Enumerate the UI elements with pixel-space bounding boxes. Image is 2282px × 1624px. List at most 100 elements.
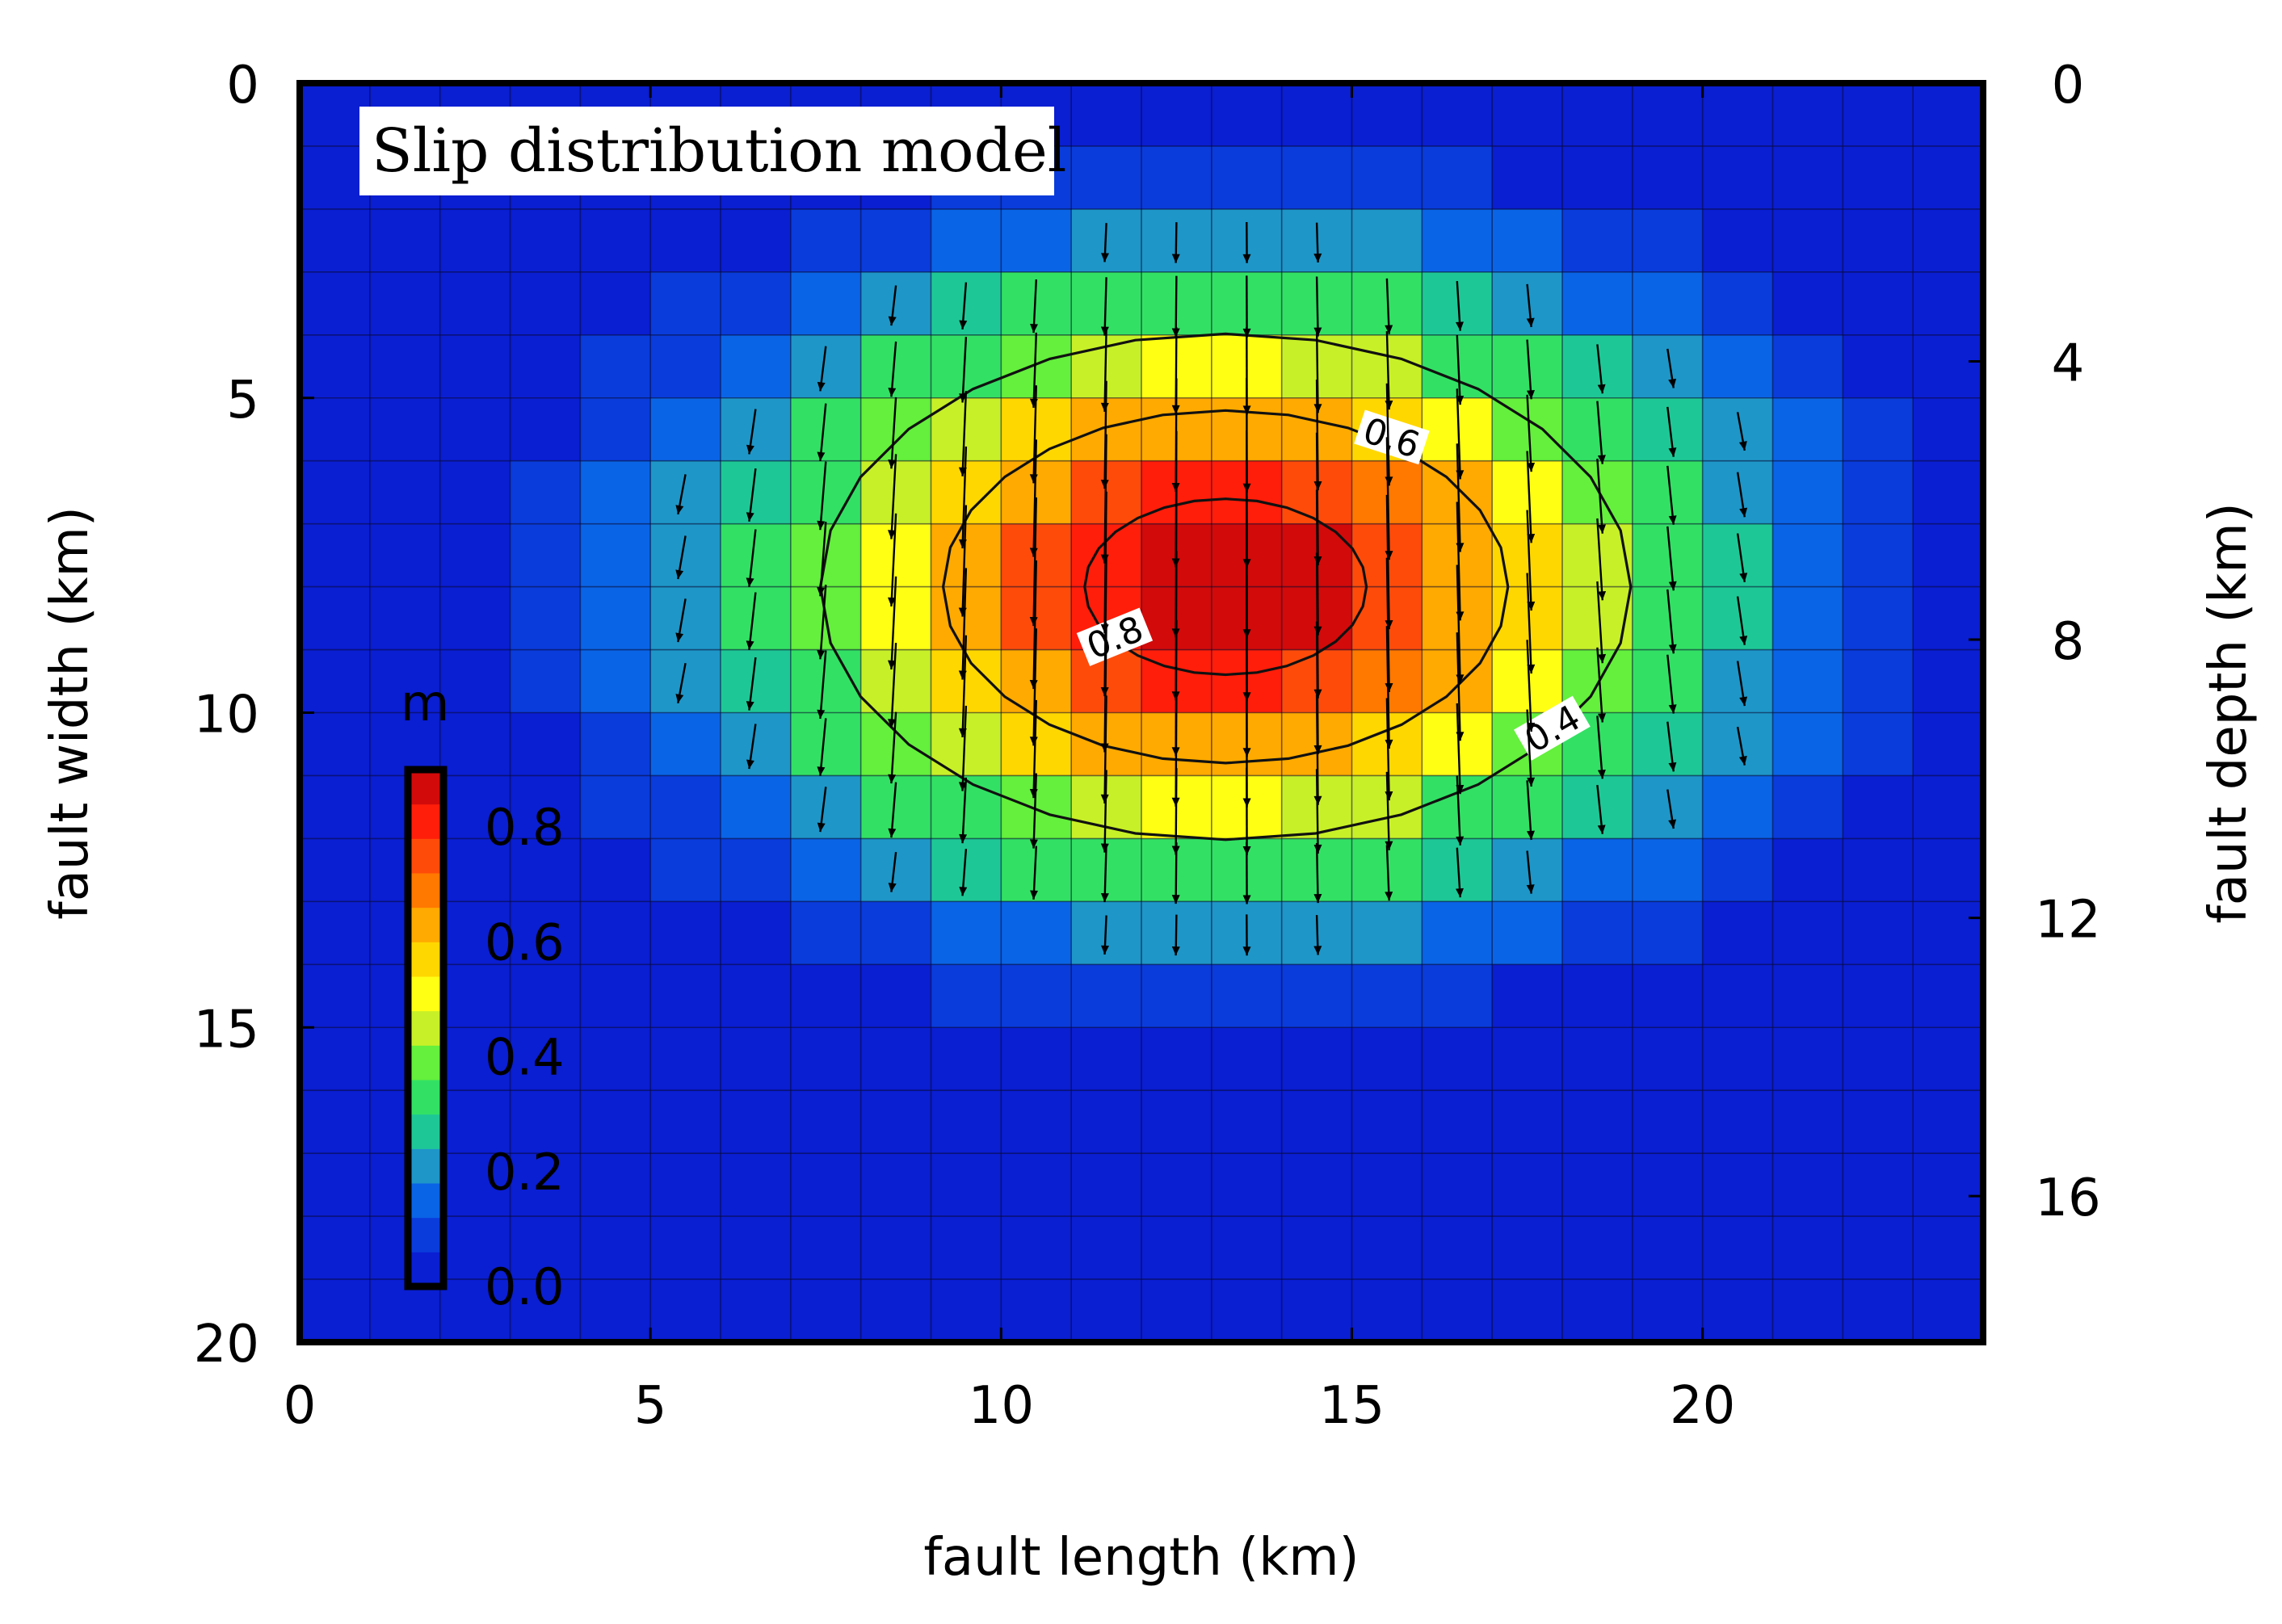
slip-cell xyxy=(1562,1153,1633,1217)
slip-cell xyxy=(650,1279,721,1343)
slip-cell xyxy=(1141,964,1212,1028)
slip-cell xyxy=(1843,1090,1914,1154)
slip-cell xyxy=(1702,460,1774,525)
slip-cell xyxy=(1843,145,1914,210)
slip-cell xyxy=(1141,83,1212,147)
slip-cell xyxy=(790,460,862,525)
slip-cell xyxy=(931,901,1002,965)
slip-cell xyxy=(439,1027,511,1091)
slip-cell xyxy=(1772,901,1843,965)
contour-label-bg xyxy=(1076,607,1154,666)
slip-cell xyxy=(860,1279,932,1343)
slip-cell xyxy=(860,964,932,1028)
slip-vector xyxy=(819,650,827,720)
slip-vector xyxy=(1385,437,1390,560)
slip-cell xyxy=(1562,1027,1633,1091)
slip-cell xyxy=(1562,271,1633,336)
slip-cell xyxy=(1843,271,1914,336)
slip-cell xyxy=(1772,964,1843,1028)
slip-cell xyxy=(439,208,511,273)
slip-cell xyxy=(1351,1027,1423,1091)
chart-title: Slip distribution model xyxy=(372,116,1066,186)
slip-cell xyxy=(1772,334,1843,399)
slip-cell xyxy=(1843,208,1914,273)
slip-vector-head xyxy=(675,694,684,703)
slip-vector xyxy=(890,782,897,838)
slip-cell xyxy=(790,1216,862,1280)
slip-cell xyxy=(860,838,932,902)
slip-cell xyxy=(1702,397,1774,462)
slip-vector xyxy=(748,657,757,711)
slip-cell xyxy=(1913,208,1984,273)
slip-cell xyxy=(1632,83,1704,147)
slip-cell xyxy=(300,523,371,588)
slip-cell xyxy=(650,523,721,588)
slip-cell xyxy=(300,964,371,1028)
slip-vector xyxy=(1315,276,1319,337)
slip-cell xyxy=(300,1153,371,1217)
slip-vector-head xyxy=(1385,325,1393,334)
x-tick-label: 15 xyxy=(1319,1376,1385,1436)
slip-cell xyxy=(860,901,932,965)
slip-cell xyxy=(439,334,511,399)
slip-cell xyxy=(1772,1153,1843,1217)
slip-cell xyxy=(1351,901,1423,965)
slip-vector xyxy=(1032,385,1037,484)
slip-cell xyxy=(300,208,371,273)
right-y-axis-label: fault depth (km) xyxy=(2199,502,2259,924)
slip-cell xyxy=(300,271,371,336)
slip-cell xyxy=(1492,271,1563,336)
slip-cell xyxy=(1351,1279,1423,1343)
slip-vector xyxy=(1385,494,1390,630)
slip-cell xyxy=(510,460,581,525)
slip-cell xyxy=(721,838,792,902)
slip-cell xyxy=(580,271,651,336)
colorbar-tick-label: 0.0 xyxy=(485,1257,565,1316)
slip-cell xyxy=(1141,1216,1212,1280)
contour-line xyxy=(1083,497,1368,677)
slip-cell xyxy=(1772,145,1843,210)
colorbar-block xyxy=(408,976,443,1012)
slip-cell xyxy=(1001,208,1072,273)
slip-cell xyxy=(510,1216,581,1280)
slip-cell xyxy=(510,1279,581,1343)
slip-vector xyxy=(819,522,827,597)
slip-cell xyxy=(1913,1216,1984,1280)
slip-cell xyxy=(580,1090,651,1154)
slip-vector-head xyxy=(1598,591,1607,601)
slip-cell xyxy=(1141,1090,1212,1154)
slip-cell xyxy=(439,1153,511,1217)
slip-vector xyxy=(1666,654,1675,714)
slip-cell xyxy=(1702,1216,1774,1280)
right-y-tick-label: 16 xyxy=(2035,1169,2100,1228)
slip-cell xyxy=(1351,964,1423,1028)
slip-cell xyxy=(1211,1027,1283,1091)
slip-vector xyxy=(1103,770,1107,853)
slip-cell xyxy=(1772,1027,1843,1091)
slip-cell xyxy=(1772,649,1843,714)
slip-cell xyxy=(1772,1216,1843,1280)
slip-vector xyxy=(961,337,968,403)
slip-cell xyxy=(1913,712,1984,777)
slip-vector-head xyxy=(1598,524,1606,534)
slip-cell xyxy=(1071,1153,1142,1217)
slip-vector-head xyxy=(1029,839,1038,849)
slip-cell xyxy=(1071,1216,1142,1280)
slip-cell xyxy=(860,586,932,651)
slip-vector xyxy=(1526,510,1532,611)
x-axis-ticks: 0 5 10 15 20 xyxy=(284,83,1735,1436)
slip-vector-head xyxy=(1242,895,1251,904)
slip-cell xyxy=(369,271,441,336)
slip-vector xyxy=(1596,458,1603,534)
slip-cell xyxy=(510,334,581,399)
slip-cell xyxy=(931,1090,1002,1154)
slip-vector-head xyxy=(888,460,897,469)
slip-cell xyxy=(1071,964,1142,1028)
slip-cell xyxy=(1492,208,1563,273)
slip-vector xyxy=(1385,626,1390,749)
colorbar-block xyxy=(408,1010,443,1046)
slip-cell xyxy=(1843,1153,1914,1217)
slip-cell xyxy=(1071,1027,1142,1091)
slip-cell xyxy=(1702,1090,1774,1154)
slip-vector-head xyxy=(1456,888,1464,898)
